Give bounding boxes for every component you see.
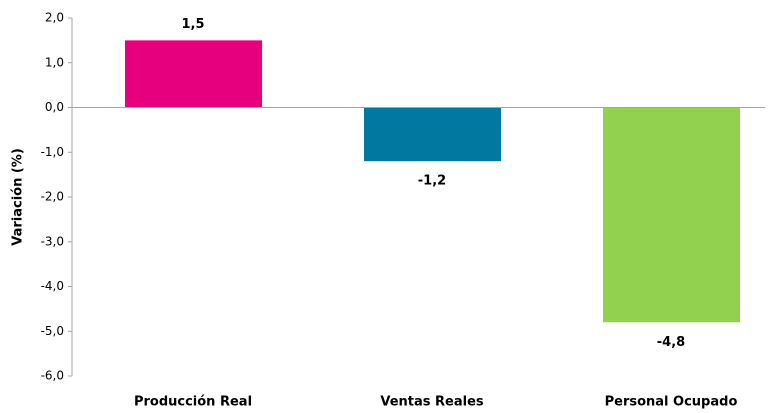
y-tick-label: -6,0 [41, 369, 64, 383]
x-tick-label: Producción Real [134, 395, 252, 410]
value-label: -4,8 [657, 335, 685, 350]
x-tick-label: Personal Ocupado [605, 395, 738, 410]
y-tick-label: -4,0 [41, 279, 64, 293]
y-tick-label: 0,0 [45, 100, 64, 114]
y-tick-label: -5,0 [41, 324, 64, 338]
y-tick-label: 2,0 [45, 11, 64, 25]
y-tick-label: 1,0 [45, 55, 64, 69]
x-tick-label: Ventas Reales [380, 395, 484, 410]
y-tick-label: -3,0 [41, 234, 64, 248]
y-tick-label: -2,0 [41, 190, 64, 204]
value-label: -1,2 [418, 174, 446, 189]
bar [603, 107, 740, 323]
bar [125, 40, 262, 108]
bar [364, 107, 501, 162]
value-label: 1,5 [181, 17, 204, 32]
y-axis-label: Variación (%) [11, 148, 26, 246]
y-tick-label: -1,0 [41, 145, 64, 159]
